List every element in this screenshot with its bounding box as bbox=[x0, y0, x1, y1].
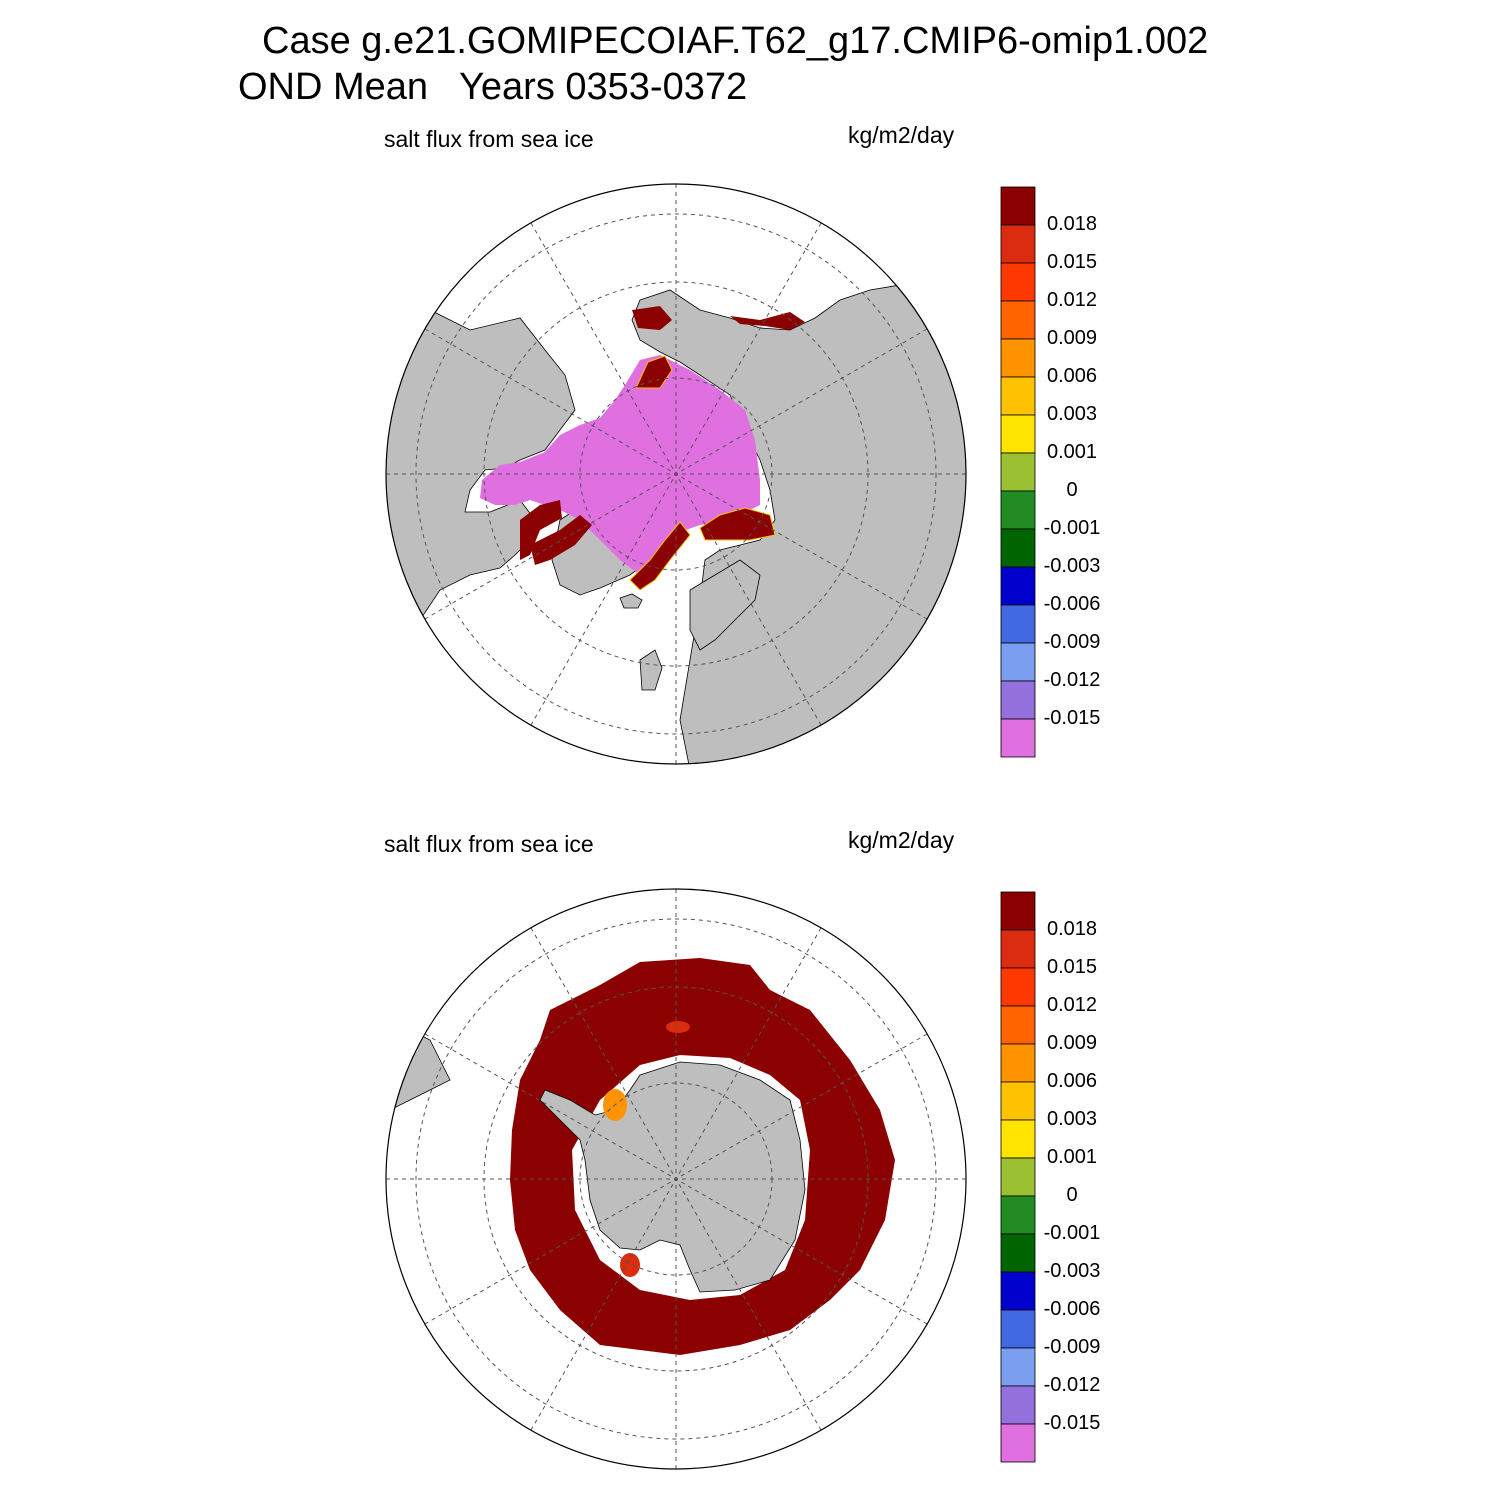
south-colorbar-tick-label: -0.006 bbox=[1043, 1298, 1101, 1320]
north-colorbar-tick-label: 0.015 bbox=[1046, 251, 1098, 273]
north-colorbar-tick-label: -0.015 bbox=[1043, 707, 1101, 729]
positive-flux-bering bbox=[632, 306, 672, 330]
arctic-ice-negative-region bbox=[480, 355, 760, 575]
north-colorbar-swatch bbox=[1000, 186, 1036, 226]
north-colorbar-tick-label: 0.012 bbox=[1046, 289, 1098, 311]
north-colorbar-swatch bbox=[1000, 300, 1036, 340]
south-colorbar-tick-label: 0.009 bbox=[1046, 1032, 1098, 1054]
south-colorbar-tick-label: 0.003 bbox=[1046, 1108, 1098, 1130]
positive-flux-greenland-sea bbox=[629, 521, 691, 591]
uk-land bbox=[639, 649, 663, 691]
south-polar-map bbox=[385, 888, 967, 1470]
south-colorbar-swatch bbox=[1000, 967, 1036, 1007]
south-colorbar-tick-label: 0.012 bbox=[1046, 994, 1098, 1016]
north-map-border bbox=[385, 183, 967, 765]
north-units-label: kg/m2/day bbox=[848, 122, 955, 148]
south-colorbar-tick-label: 0.015 bbox=[1046, 956, 1098, 978]
antarctica-land bbox=[539, 1061, 806, 1293]
south-colorbar-tick-label: 0 bbox=[1066, 1184, 1078, 1206]
north-field-label: salt flux from sea ice bbox=[384, 126, 594, 152]
eurasia-land bbox=[631, 284, 966, 764]
figure-title-line-2: OND Mean Years 0353-0372 bbox=[238, 66, 748, 108]
north-colorbar-swatch bbox=[1000, 452, 1036, 492]
positive-flux-barents bbox=[699, 507, 776, 541]
north-graticule bbox=[386, 184, 966, 764]
north-colorbar-swatch bbox=[1000, 718, 1036, 758]
positive-flux-labrador bbox=[530, 515, 592, 565]
south-colorbar-tick-label: 0.018 bbox=[1046, 918, 1098, 940]
north-colorbar-swatch bbox=[1000, 338, 1036, 378]
north-colorbar-swatch bbox=[1000, 376, 1036, 416]
south-colorbar-swatch bbox=[1000, 891, 1036, 931]
south-colorbar-swatch bbox=[1000, 1347, 1036, 1387]
south-colorbar-swatch bbox=[1000, 1005, 1036, 1045]
north-colorbar-swatch bbox=[1000, 224, 1036, 264]
positive-flux-okhotsk bbox=[730, 312, 805, 330]
north-colorbar-tick-label: 0.018 bbox=[1046, 213, 1098, 235]
south-colorbar-swatch bbox=[1000, 1423, 1036, 1463]
iceland-land bbox=[619, 593, 643, 609]
north-colorbar-tick-label: 0.003 bbox=[1046, 403, 1098, 425]
north-colorbar-tick-label: -0.001 bbox=[1043, 517, 1101, 539]
north-colorbar-tick-label: 0 bbox=[1066, 479, 1078, 501]
south-units-label: kg/m2/day bbox=[848, 827, 955, 853]
south-colorbar-swatch bbox=[1000, 1081, 1036, 1121]
figure-title-line-1: Case g.e21.GOMIPECOIAF.T62_g17.CMIP6-omi… bbox=[262, 20, 1209, 62]
north-colorbar-tick-label: 0.006 bbox=[1046, 365, 1098, 387]
south-map-border bbox=[385, 888, 967, 1470]
north-colorbar-swatch bbox=[1000, 528, 1036, 568]
north-colorbar-tick-label: -0.009 bbox=[1043, 631, 1101, 653]
south-colorbar bbox=[1000, 891, 1036, 1463]
south-colorbar-swatch bbox=[1000, 1385, 1036, 1425]
south-colorbar-tick-label: -0.009 bbox=[1043, 1336, 1101, 1358]
south-colorbar-swatch bbox=[1000, 1119, 1036, 1159]
north-polar-map bbox=[385, 183, 967, 765]
north-colorbar-swatch bbox=[1000, 490, 1036, 530]
north-colorbar-tick-label: 0.001 bbox=[1046, 441, 1098, 463]
south-colorbar-tick-label: -0.015 bbox=[1043, 1412, 1101, 1434]
north-colorbar-swatch bbox=[1000, 604, 1036, 644]
south-colorbar-swatch bbox=[1000, 1043, 1036, 1083]
north-colorbar-swatch bbox=[1000, 566, 1036, 606]
south-colorbar-tick-label: -0.001 bbox=[1043, 1222, 1101, 1244]
north-colorbar-tick-label: -0.006 bbox=[1043, 593, 1101, 615]
north-colorbar-swatch bbox=[1000, 642, 1036, 682]
south-colorbar-tick-label: 0.006 bbox=[1046, 1070, 1098, 1092]
south-colorbar-swatch bbox=[1000, 929, 1036, 969]
south-colorbar-swatch bbox=[1000, 1157, 1036, 1197]
south-colorbar-swatch bbox=[1000, 1195, 1036, 1235]
offshore-patch bbox=[666, 1021, 690, 1033]
south-field-label: salt flux from sea ice bbox=[384, 831, 594, 857]
north-colorbar-swatch bbox=[1000, 680, 1036, 720]
scandinavia-land bbox=[689, 559, 761, 651]
south-colorbar-tick-label: -0.003 bbox=[1043, 1260, 1101, 1282]
south-colorbar-tick-label: 0.001 bbox=[1046, 1146, 1098, 1168]
ross-warm-patch bbox=[620, 1253, 640, 1277]
south-colorbar-swatch bbox=[1000, 1309, 1036, 1349]
north-colorbar-swatch bbox=[1000, 414, 1036, 454]
north-colorbar-tick-label: -0.012 bbox=[1043, 669, 1101, 691]
south-colorbar-tick-label: -0.012 bbox=[1043, 1374, 1101, 1396]
positive-flux-chukchi bbox=[635, 355, 673, 389]
south-colorbar-swatch bbox=[1000, 1233, 1036, 1273]
south-graticule bbox=[386, 889, 966, 1469]
north-colorbar-tick-label: -0.003 bbox=[1043, 555, 1101, 577]
north-colorbar bbox=[1000, 186, 1036, 758]
north-colorbar-swatch bbox=[1000, 262, 1036, 302]
south-colorbar-swatch bbox=[1000, 1271, 1036, 1311]
north-colorbar-tick-label: 0.009 bbox=[1046, 327, 1098, 349]
